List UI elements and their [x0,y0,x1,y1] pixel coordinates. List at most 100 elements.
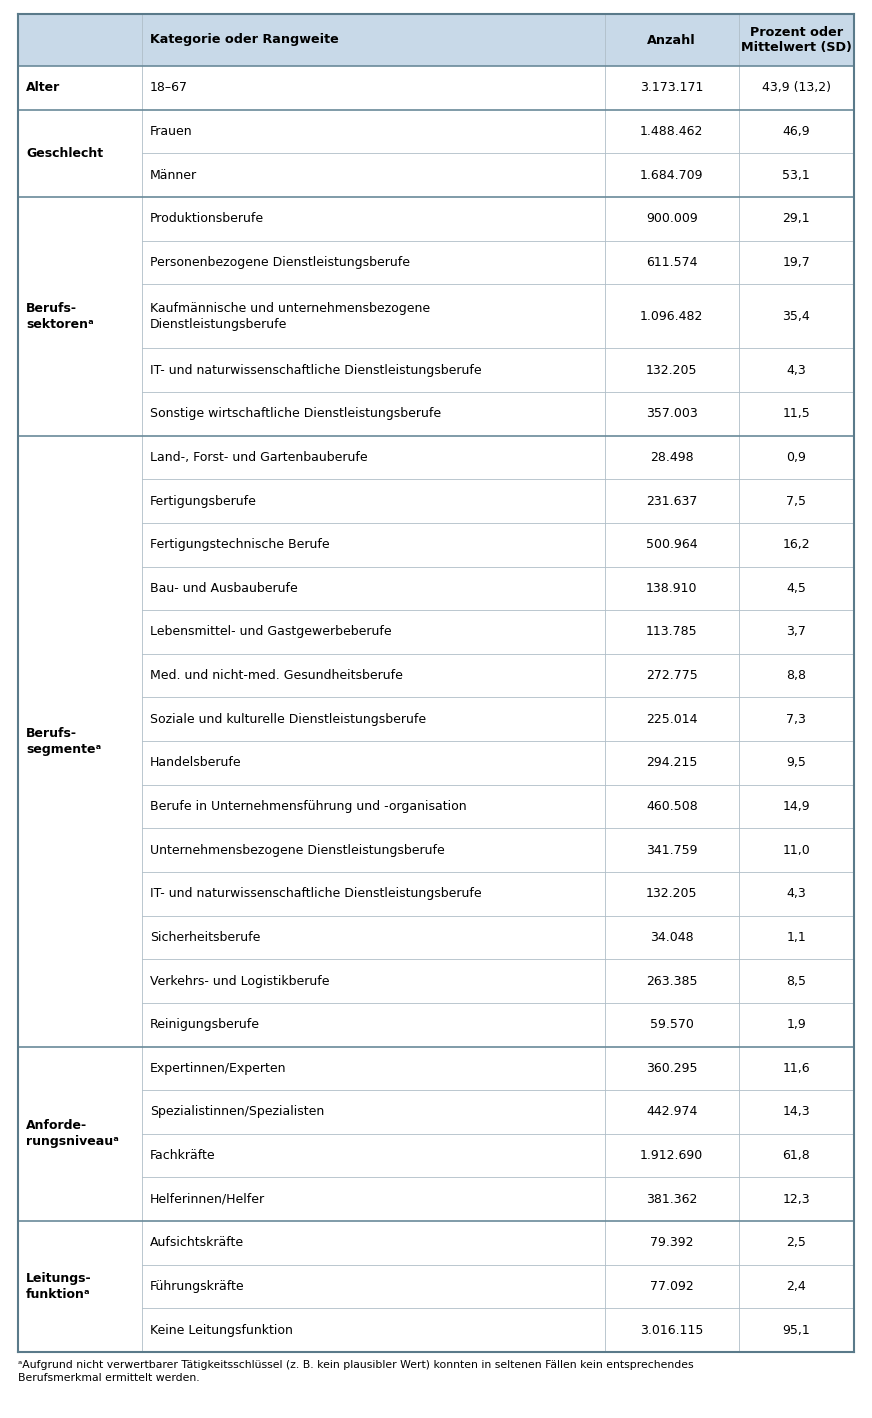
Text: Handelsberufe: Handelsberufe [150,756,242,770]
Bar [18,241,854,284]
Text: 900.009: 900.009 [646,213,698,225]
Bar [18,567,854,610]
Text: 460.508: 460.508 [646,800,698,813]
Text: 1,1: 1,1 [787,932,807,944]
Text: ᵃAufgrund nicht verwertbarer Tätigkeitsschlüssel (z. B. kein plausibler Wert) ko: ᵃAufgrund nicht verwertbarer Tätigkeitss… [18,1360,693,1383]
Bar [18,109,854,153]
Bar [18,67,854,109]
Bar [18,916,854,959]
Text: Verkehrs- und Logistikberufe: Verkehrs- und Logistikberufe [150,974,330,987]
Text: 0,9: 0,9 [787,451,807,464]
Bar [18,349,854,391]
Bar [18,872,854,916]
Text: 1.912.690: 1.912.690 [640,1149,704,1163]
Text: 95,1: 95,1 [782,1323,810,1337]
Text: Expertinnen/Experten: Expertinnen/Experten [150,1062,286,1075]
Text: Fachkräfte: Fachkräfte [150,1149,215,1163]
Text: 4,3: 4,3 [787,888,807,900]
Text: 132.205: 132.205 [646,888,698,900]
Text: IT- und naturwissenschaftliche Dienstleistungsberufe: IT- und naturwissenschaftliche Dienstlei… [150,888,481,900]
Text: 132.205: 132.205 [646,363,698,377]
Text: 3.173.171: 3.173.171 [640,81,704,95]
Bar [18,284,854,349]
Text: 14,3: 14,3 [782,1106,810,1119]
Text: Frauen: Frauen [150,125,193,138]
Bar [18,959,854,1003]
Text: 34.048: 34.048 [650,932,693,944]
Text: 61,8: 61,8 [782,1149,810,1163]
Text: 4,3: 4,3 [787,363,807,377]
Text: 1.488.462: 1.488.462 [640,125,704,138]
Text: Prozent oder
Mittelwert (SD): Prozent oder Mittelwert (SD) [741,26,852,54]
Text: 1,9: 1,9 [787,1018,807,1031]
Text: Produktionsberufe: Produktionsberufe [150,213,264,225]
Text: 14,9: 14,9 [782,800,810,813]
Text: 7,5: 7,5 [787,495,807,508]
Bar [18,435,854,479]
Bar [18,197,854,241]
Text: 9,5: 9,5 [787,756,807,770]
Text: 357.003: 357.003 [646,407,698,420]
Text: Sonstige wirtschaftliche Dienstleistungsberufe: Sonstige wirtschaftliche Dienstleistungs… [150,407,441,420]
Bar [18,479,854,523]
Text: Unternehmensbezogene Dienstleistungsberufe: Unternehmensbezogene Dienstleistungsberu… [150,844,445,856]
Text: 3.016.115: 3.016.115 [640,1323,704,1337]
Text: 8,8: 8,8 [787,669,807,682]
Text: 12,3: 12,3 [782,1193,810,1205]
Text: 1.096.482: 1.096.482 [640,309,704,323]
Bar [18,1046,854,1090]
Text: 1.684.709: 1.684.709 [640,169,704,182]
Bar [18,742,854,784]
Bar [18,1265,854,1309]
Text: 225.014: 225.014 [646,713,698,726]
Text: 8,5: 8,5 [787,974,807,987]
Text: Männer: Männer [150,169,197,182]
Text: 11,6: 11,6 [782,1062,810,1075]
Text: Med. und nicht-med. Gesundheitsberufe: Med. und nicht-med. Gesundheitsberufe [150,669,403,682]
Text: 272.775: 272.775 [646,669,698,682]
Text: 59.570: 59.570 [650,1018,694,1031]
Text: 360.295: 360.295 [646,1062,698,1075]
Text: 3,7: 3,7 [787,625,807,638]
Bar [18,784,854,828]
Text: 341.759: 341.759 [646,844,698,856]
Bar [18,654,854,698]
Text: 46,9: 46,9 [782,125,810,138]
Text: Anzahl: Anzahl [647,34,696,47]
Text: Fertigungstechnische Berufe: Fertigungstechnische Berufe [150,539,330,552]
Text: Soziale und kulturelle Dienstleistungsberufe: Soziale und kulturelle Dienstleistungsbe… [150,713,426,726]
Text: Führungskräfte: Führungskräfte [150,1280,244,1293]
Text: Alter: Alter [26,81,60,95]
Text: 381.362: 381.362 [646,1193,698,1205]
Text: 442.974: 442.974 [646,1106,698,1119]
Text: Lebensmittel- und Gastgewerbeberufe: Lebensmittel- und Gastgewerbeberufe [150,625,392,638]
Text: Geschlecht: Geschlecht [26,147,103,160]
Bar [18,14,854,67]
Text: 113.785: 113.785 [646,625,698,638]
Bar [18,1309,854,1351]
Text: Sicherheitsberufe: Sicherheitsberufe [150,932,260,944]
Bar [18,1134,854,1177]
Bar [18,610,854,654]
Text: Spezialistinnen/Spezialisten: Spezialistinnen/Spezialisten [150,1106,324,1119]
Bar [18,1003,854,1046]
Text: Kategorie oder Rangweite: Kategorie oder Rangweite [150,34,338,47]
Text: Helferinnen/Helfer: Helferinnen/Helfer [150,1193,265,1205]
Text: 79.392: 79.392 [650,1236,693,1249]
Text: Keine Leitungsfunktion: Keine Leitungsfunktion [150,1323,293,1337]
Text: 19,7: 19,7 [782,255,810,269]
Text: 4,5: 4,5 [787,581,807,594]
Text: Land-, Forst- und Gartenbauberufe: Land-, Forst- und Gartenbauberufe [150,451,367,464]
Text: 611.574: 611.574 [646,255,698,269]
Text: 35,4: 35,4 [782,309,810,323]
Text: 2,4: 2,4 [787,1280,807,1293]
Text: Berufs-
segmenteᵃ: Berufs- segmenteᵃ [26,726,101,756]
Text: 43,9 (13,2): 43,9 (13,2) [762,81,831,95]
Text: Personenbezogene Dienstleistungsberufe: Personenbezogene Dienstleistungsberufe [150,255,410,269]
Text: Fertigungsberufe: Fertigungsberufe [150,495,256,508]
Text: Berufs-
sektorenᵃ: Berufs- sektorenᵃ [26,302,94,330]
Text: 263.385: 263.385 [646,974,698,987]
Text: 294.215: 294.215 [646,756,698,770]
Text: 28.498: 28.498 [650,451,693,464]
Bar [18,1221,854,1265]
